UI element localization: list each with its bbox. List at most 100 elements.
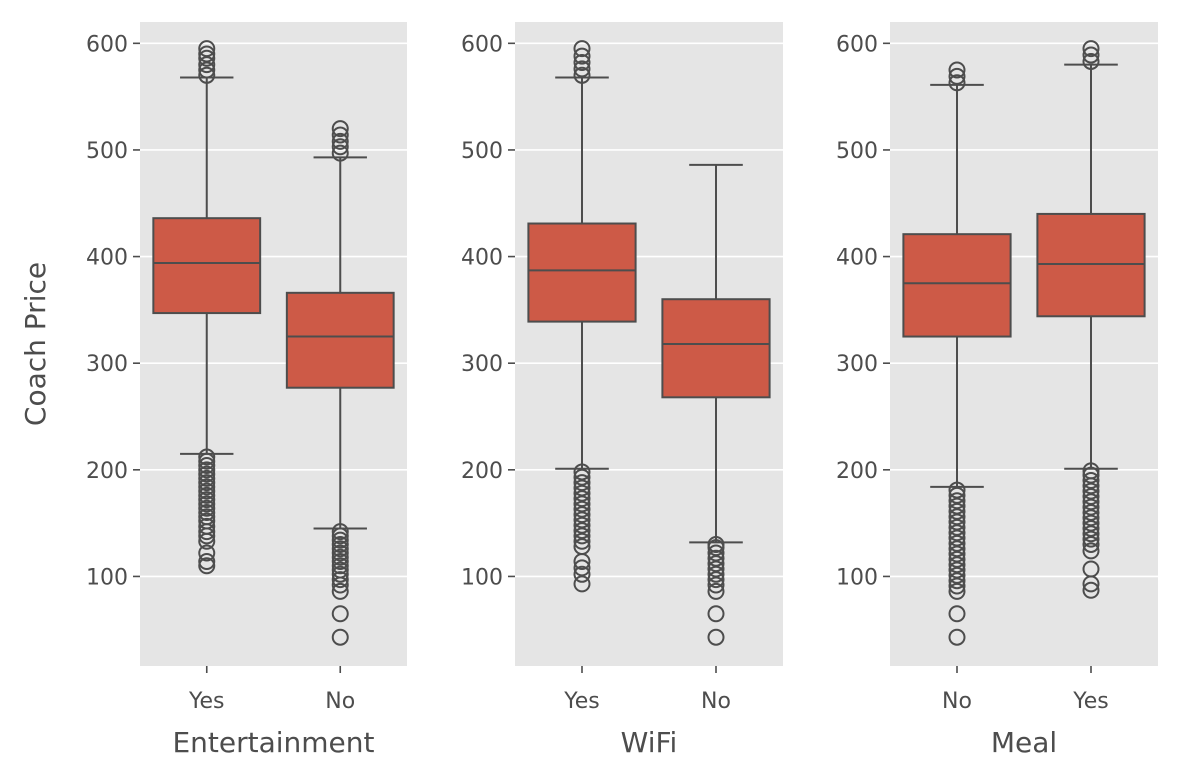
- outlier-point: [198, 517, 216, 535]
- outlier-point: [331, 535, 349, 553]
- box-no: [285, 120, 395, 646]
- outlier-point: [331, 605, 349, 623]
- y-tick-label: 300: [836, 352, 878, 377]
- outlier-point: [198, 508, 216, 526]
- outlier-point: [573, 60, 591, 78]
- outlier-point: [707, 544, 725, 562]
- y-tick-label: 500: [836, 139, 878, 164]
- outlier-point: [198, 474, 216, 492]
- outlier-point: [573, 66, 591, 84]
- box-yes: [152, 40, 262, 575]
- y-tick-label: 100: [836, 565, 878, 590]
- y-tick-label: 200: [86, 459, 128, 484]
- outlier-point: [198, 49, 216, 67]
- outlier-point: [331, 138, 349, 156]
- outlier-point: [573, 54, 591, 72]
- outlier-point: [707, 535, 725, 553]
- y-tick-label: 400: [461, 246, 503, 271]
- y-tick-label: 100: [461, 565, 503, 590]
- x-tick-label: No: [942, 689, 972, 714]
- iqr-box: [285, 291, 395, 389]
- iqr-box: [527, 222, 637, 323]
- outlier-point: [331, 561, 349, 579]
- outlier-point: [331, 126, 349, 144]
- outlier-point: [331, 628, 349, 646]
- outlier-point: [198, 553, 216, 571]
- outlier-point: [948, 628, 966, 646]
- box-yes: [1036, 40, 1146, 599]
- outlier-point: [198, 452, 216, 470]
- outlier-point: [198, 40, 216, 58]
- outlier-point: [948, 61, 966, 79]
- outlier-point: [1082, 46, 1100, 64]
- outlier-point: [573, 40, 591, 58]
- y-tick-label: 200: [461, 459, 503, 484]
- outlier-point: [1082, 581, 1100, 599]
- outlier-point: [948, 74, 966, 92]
- outlier-point: [198, 491, 216, 509]
- outlier-point: [331, 582, 349, 600]
- outlier-point: [331, 132, 349, 150]
- outlier-point: [198, 45, 216, 63]
- outlier-point: [198, 482, 216, 500]
- outlier-point: [707, 628, 725, 646]
- outlier-point: [198, 66, 216, 84]
- outlier-point: [331, 144, 349, 162]
- outlier-point: [198, 478, 216, 496]
- outlier-point: [331, 544, 349, 562]
- outlier-point: [198, 544, 216, 562]
- chart-panel-2: 100 200 300 400 500 600 Yes No WiFi: [461, 22, 783, 759]
- outlier-point: [948, 481, 966, 499]
- iqr-box: [902, 233, 1012, 338]
- outlier-point: [573, 463, 591, 481]
- y-tick-label: 600: [86, 32, 128, 57]
- outlier-point: [198, 465, 216, 483]
- y-tick-label: 300: [86, 352, 128, 377]
- outlier-point: [1082, 462, 1100, 480]
- x-tick-label: No: [325, 689, 355, 714]
- outlier-point: [331, 557, 349, 575]
- outlier-point: [1082, 40, 1100, 58]
- outlier-point: [948, 67, 966, 85]
- outlier-point: [707, 582, 725, 600]
- outlier-point: [707, 549, 725, 567]
- chart-panel-3: 100 200 300 400 500 600 No Yes Meal: [836, 22, 1158, 759]
- outlier-point: [1082, 542, 1100, 560]
- outlier-point: [573, 474, 591, 492]
- x-axis-title: Meal: [991, 726, 1057, 759]
- x-axis-title: Entertainment: [172, 726, 374, 759]
- iqr-box: [1036, 212, 1146, 318]
- outlier-point: [331, 540, 349, 558]
- x-tick-label: Yes: [188, 689, 225, 714]
- y-tick-label: 300: [461, 352, 503, 377]
- y-tick-label: 500: [86, 139, 128, 164]
- outlier-point: [573, 47, 591, 65]
- box-no: [902, 61, 1012, 646]
- outlier-point: [198, 499, 216, 517]
- outlier-point: [331, 548, 349, 566]
- outlier-point: [198, 486, 216, 504]
- y-tick-label: 200: [836, 459, 878, 484]
- box-no: [661, 163, 771, 646]
- outlier-point: [198, 448, 216, 466]
- y-tick-label: 400: [86, 246, 128, 271]
- outlier-point: [573, 468, 591, 486]
- x-axis-title: WiFi: [621, 726, 678, 759]
- outlier-point: [1082, 560, 1100, 578]
- y-tick-label: 400: [836, 246, 878, 271]
- outlier-point: [1082, 52, 1100, 70]
- iqr-box: [152, 217, 262, 315]
- x-tick-label: Yes: [563, 689, 600, 714]
- iqr-box: [661, 298, 771, 399]
- box-yes: [527, 40, 637, 593]
- outlier-point: [948, 605, 966, 623]
- outlier-point: [1082, 466, 1100, 484]
- x-tick-label: No: [701, 689, 731, 714]
- outlier-point: [331, 523, 349, 541]
- x-tick-label: Yes: [1072, 689, 1109, 714]
- outlier-point: [331, 527, 349, 545]
- outlier-point: [948, 486, 966, 504]
- outlier-point: [198, 469, 216, 487]
- y-tick-label: 600: [836, 32, 878, 57]
